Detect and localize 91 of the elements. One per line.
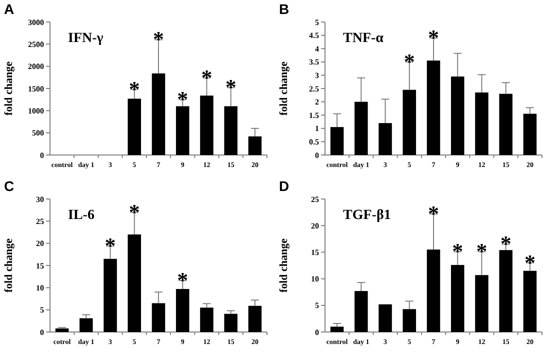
y-tick-label: 500 — [32, 128, 44, 138]
bar — [200, 308, 214, 332]
bar — [523, 270, 537, 332]
annotation: * — [428, 24, 439, 50]
y-tick-label: 0.5 — [309, 138, 319, 146]
bar — [475, 92, 488, 155]
y-tick-label: 2 — [315, 98, 319, 107]
y-tick-label: 1500 — [28, 84, 44, 94]
y-tick-label: 15 — [36, 261, 44, 270]
bar — [176, 288, 190, 332]
y-tick-label: 4 — [315, 44, 319, 54]
y-tick-label: 5 — [315, 18, 319, 27]
bar — [426, 250, 440, 332]
text: C — [4, 178, 14, 194]
bar — [104, 258, 117, 332]
bar — [80, 318, 93, 332]
bar — [200, 96, 214, 155]
annotation: * — [201, 64, 212, 90]
y-tick-label: 0 — [315, 150, 319, 160]
bar — [248, 306, 262, 332]
y-tick-label: 1000 — [28, 106, 44, 116]
y-tick-label: 5 — [315, 301, 319, 310]
annotation: * — [177, 268, 188, 293]
y-tick-label: 25 — [36, 216, 44, 226]
y-axis-title: fold change — [278, 238, 290, 293]
bar — [499, 250, 512, 332]
y-tick-label: 1.5 — [309, 110, 319, 120]
bar — [450, 264, 464, 332]
y-tick-label: 5 — [40, 306, 44, 315]
y-tick-label: 20 — [311, 221, 319, 230]
text: IFN-γ — [68, 31, 104, 46]
annotation: * — [153, 26, 164, 52]
y-axis-title: fold change — [3, 61, 15, 116]
bar — [402, 309, 416, 332]
y-tick-label: 2000 — [28, 62, 44, 72]
annotation: * — [476, 238, 488, 264]
y-tick-label: 25 — [311, 194, 319, 204]
y-tick-label: 0 — [315, 328, 319, 337]
annotation: * — [500, 231, 512, 256]
y-tick-label: 0 — [40, 328, 44, 337]
text: IL-6 — [68, 208, 94, 223]
y-tick-label: 3000 — [28, 18, 44, 27]
y-tick-label: 2.5 — [309, 84, 319, 94]
y-tick-label: 0 — [40, 150, 44, 160]
y-tick-label: 15 — [311, 248, 319, 257]
text: TNF-α — [343, 31, 384, 46]
y-tick-label: 3 — [315, 71, 319, 80]
text: D — [279, 178, 290, 194]
bar — [450, 76, 464, 155]
bar — [55, 328, 69, 332]
bar — [330, 326, 344, 332]
bar — [176, 106, 190, 155]
annotation: * — [452, 238, 464, 264]
y-tick-label: 3.5 — [309, 58, 319, 67]
y-axis-title: fold change — [278, 61, 290, 116]
bar — [128, 234, 142, 332]
y-tick-label: 30 — [36, 194, 44, 204]
annotation: * — [225, 74, 236, 100]
text: A — [4, 1, 14, 17]
bar — [354, 291, 368, 332]
bar — [152, 73, 166, 155]
bar — [475, 275, 488, 332]
annotation: * — [428, 200, 439, 226]
y-tick-label: 4.5 — [309, 31, 319, 40]
y-tick-label: 20 — [36, 239, 44, 248]
annotation: * — [524, 250, 536, 275]
bar — [378, 123, 392, 155]
bar — [523, 114, 537, 155]
bar — [224, 106, 238, 155]
annotation: * — [128, 76, 140, 102]
bar — [426, 60, 440, 155]
text: TGF-β1 — [343, 208, 391, 223]
bar — [248, 136, 262, 155]
bar — [402, 90, 416, 155]
bar — [224, 314, 238, 332]
bar — [330, 127, 344, 155]
bar — [128, 98, 142, 155]
text: B — [279, 1, 290, 17]
bar — [499, 94, 512, 155]
y-axis-title: fold change — [3, 238, 15, 293]
bar — [354, 102, 368, 155]
annotation: * — [128, 199, 140, 224]
y-tick-label: 10 — [311, 274, 319, 284]
bar — [378, 304, 392, 332]
annotation: * — [404, 48, 415, 74]
y-tick-label: 1 — [315, 124, 319, 134]
annotation: * — [104, 232, 116, 258]
annotation: * — [177, 86, 188, 112]
y-tick-label: 2500 — [28, 40, 44, 49]
y-tick-label: 10 — [36, 283, 44, 292]
bar — [152, 303, 166, 332]
